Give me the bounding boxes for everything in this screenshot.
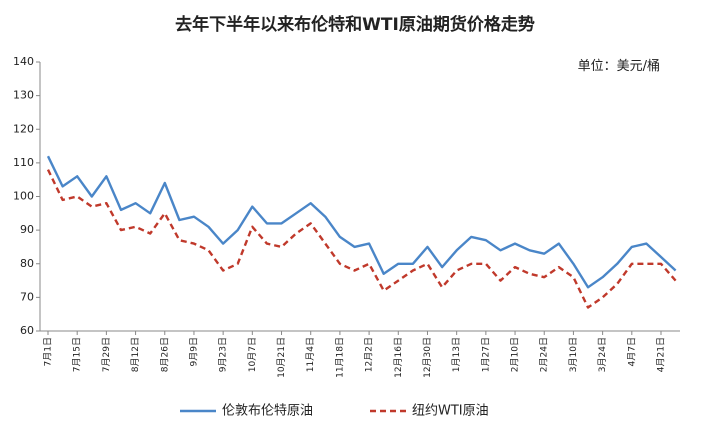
x-tick-label: 11月18日: [334, 337, 345, 378]
x-tick-label: 4月7日: [626, 337, 637, 366]
x-tick-label: 1月27日: [480, 337, 491, 372]
x-tick-label: 3月24日: [597, 337, 608, 372]
y-tick-label: 110: [13, 156, 34, 169]
x-tick-label: 4月21日: [656, 337, 667, 372]
x-tick-label: 2月10日: [510, 337, 521, 372]
x-tick-label: 11月4日: [305, 337, 316, 372]
x-tick-label: 10月21日: [276, 337, 287, 378]
x-tick-label: 12月16日: [393, 337, 404, 378]
y-tick-label: 140: [13, 55, 34, 68]
x-tick-label: 9月23日: [218, 337, 229, 372]
chart-title: 去年下半年以来布伦特和WTI原油期货价格走势: [175, 14, 535, 35]
y-tick-label: 60: [20, 324, 34, 337]
x-tick-label: 7月15日: [72, 337, 83, 372]
x-tick-label: 2月24日: [539, 337, 550, 372]
x-tick-label: 8月12日: [130, 337, 141, 372]
y-tick-label: 120: [13, 122, 34, 135]
y-tick-label: 90: [20, 223, 34, 236]
legend-label: 纽约WTI原油: [412, 404, 489, 419]
x-tick-label: 9月9日: [188, 337, 199, 366]
x-tick-label: 8月26日: [159, 337, 170, 372]
x-tick-label: 10月7日: [247, 337, 258, 372]
x-tick-label: 7月29日: [101, 337, 112, 372]
legend-label: 伦敦布伦特原油: [222, 403, 313, 419]
y-tick-label: 80: [20, 257, 34, 270]
y-tick-label: 130: [13, 89, 34, 102]
series-line: [46, 169, 677, 309]
y-tick-label: 70: [20, 290, 34, 303]
x-tick-label: 1月13日: [451, 337, 462, 372]
x-tick-label: 12月30日: [422, 337, 433, 378]
x-tick-label: 3月10日: [568, 337, 579, 372]
unit-label: 单位：美元/桶: [578, 59, 660, 74]
y-tick-label: 100: [13, 190, 34, 203]
x-tick-label: 12月2日: [364, 337, 375, 372]
series-line: [46, 155, 677, 289]
x-tick-label: 7月1日: [43, 337, 54, 366]
